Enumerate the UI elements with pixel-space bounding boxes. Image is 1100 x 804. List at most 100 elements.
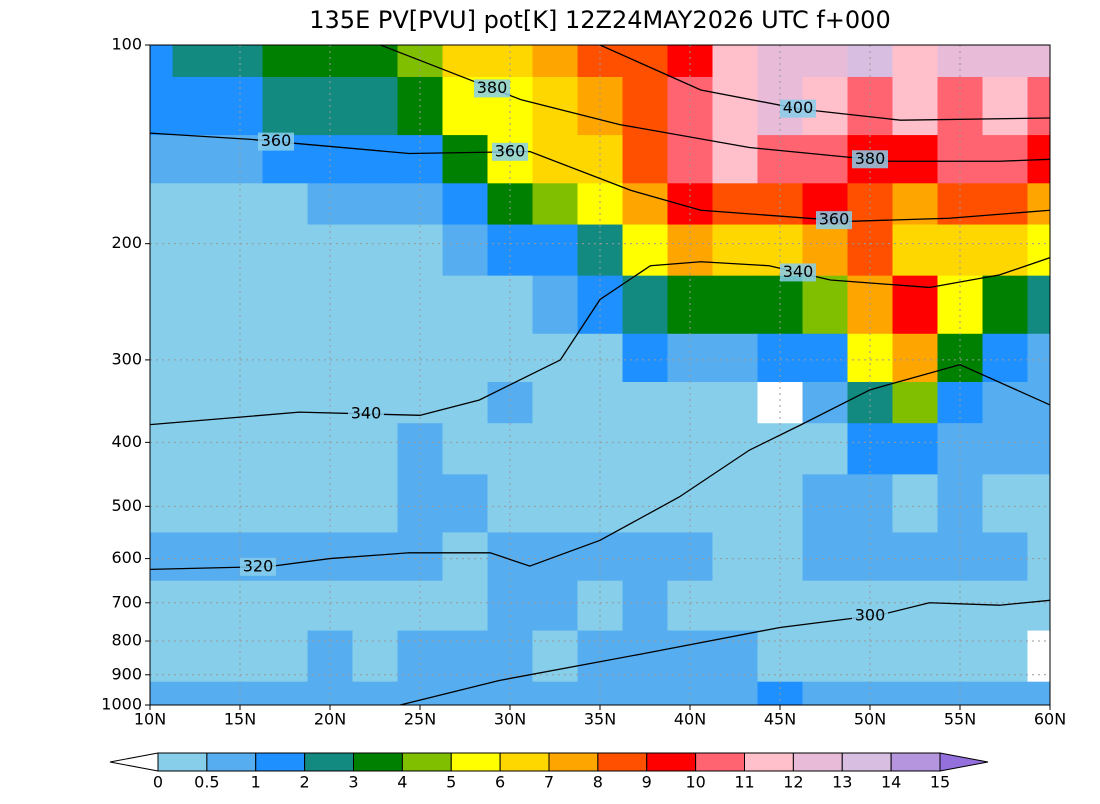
pv-cell [532,681,578,705]
pv-cell [352,275,398,335]
pv-cell [442,474,488,533]
colorbar-label: 10 [685,773,705,792]
pv-cell [622,681,668,705]
contour-label-bg [780,263,816,282]
pv-cell [892,224,938,277]
colorbar-label: 15 [930,773,950,792]
pv-cell [982,681,1028,705]
pv-cell [150,224,173,277]
pv-cell [150,76,173,136]
pv-cell [802,681,848,705]
pv-cell [262,76,308,136]
pv-cell [712,333,758,383]
pv-cell [172,381,218,424]
contour-label: 400 [783,98,814,117]
colorbar-segment [304,752,354,772]
colorbar-label: 14 [881,773,901,792]
isentrope [150,132,1050,222]
pv-cell [532,580,578,632]
pv-cell [352,681,398,705]
pv-cell [172,45,218,78]
y-tick-label: 800 [111,631,142,650]
pv-cell [892,423,938,475]
contour-label: 320 [243,556,274,575]
pv-cell [622,580,668,632]
pv-cell [262,224,308,277]
pv-cell [262,183,308,226]
pv-cell [442,681,488,705]
pv-cell [442,630,488,683]
contour-label: 380 [477,78,508,97]
y-tick-label: 900 [111,664,142,683]
colorbar-label: 13 [832,773,852,792]
pv-cell [352,183,398,226]
pv-cell [712,532,758,582]
colorbar-label: 9 [642,773,652,792]
pv-cell [532,45,578,78]
pv-cell [442,381,488,424]
pv-cell [172,224,218,277]
pv-cell [397,45,443,78]
pv-cell [442,423,488,475]
pv-cell [150,474,173,533]
colorbar-over [939,752,989,772]
contour-label: 300 [855,606,886,625]
pv-cell [892,630,938,683]
pv-cell [150,135,173,184]
pv-cell [1027,183,1050,226]
pv-cell [712,474,758,533]
pv-cell [1027,474,1050,533]
pv-cell [532,183,578,226]
pv-cell [172,76,218,136]
pv-cell [982,135,1028,184]
pv-cell [442,224,488,277]
pv-cell [577,45,623,78]
pv-cell [1027,333,1050,383]
pv-cell [487,580,533,632]
isentrope [150,363,1050,571]
contour-label: 360 [261,131,292,150]
pv-cell [172,275,218,335]
pv-cell [217,45,263,78]
pv-cell [802,45,848,78]
contour-label-bg [780,99,816,118]
colorbar-segment [890,752,941,772]
colorbar-under [109,752,159,772]
pv-cell [1027,580,1050,632]
x-tick-label: 55N [944,710,976,729]
y-tick-label: 700 [111,592,142,611]
pv-cell [352,45,398,78]
pv-cell [487,45,533,78]
pv-cell [982,45,1028,78]
isentrope [400,599,1050,705]
pv-cell [352,76,398,136]
pv-cell [802,532,848,582]
contour-label-bg [474,79,510,98]
pv-cell [712,275,758,335]
pv-cell [532,135,578,184]
y-tick-label: 400 [111,432,142,451]
pv-cell [667,45,713,78]
pv-cell [712,76,758,136]
pv-cell [150,580,173,632]
colorbar-segment [401,752,452,772]
colorbar-label: 5 [446,773,456,792]
y-tick-label: 200 [111,233,142,252]
pv-cell [262,681,308,705]
pv-cell [150,381,173,424]
pv-cell [262,580,308,632]
pv-cell [172,580,218,632]
contour-label-bg [258,132,294,151]
pv-cell [172,630,218,683]
contour-label-bg [816,211,852,230]
isentrope [380,45,1050,162]
pv-cell [352,224,398,277]
y-tick-label: 600 [111,548,142,567]
contour-label-bg [852,150,888,169]
pv-cell [622,275,668,335]
pv-cell [712,183,758,226]
pv-cell [622,423,668,475]
pv-cell [262,474,308,533]
pv-cell [802,275,848,335]
